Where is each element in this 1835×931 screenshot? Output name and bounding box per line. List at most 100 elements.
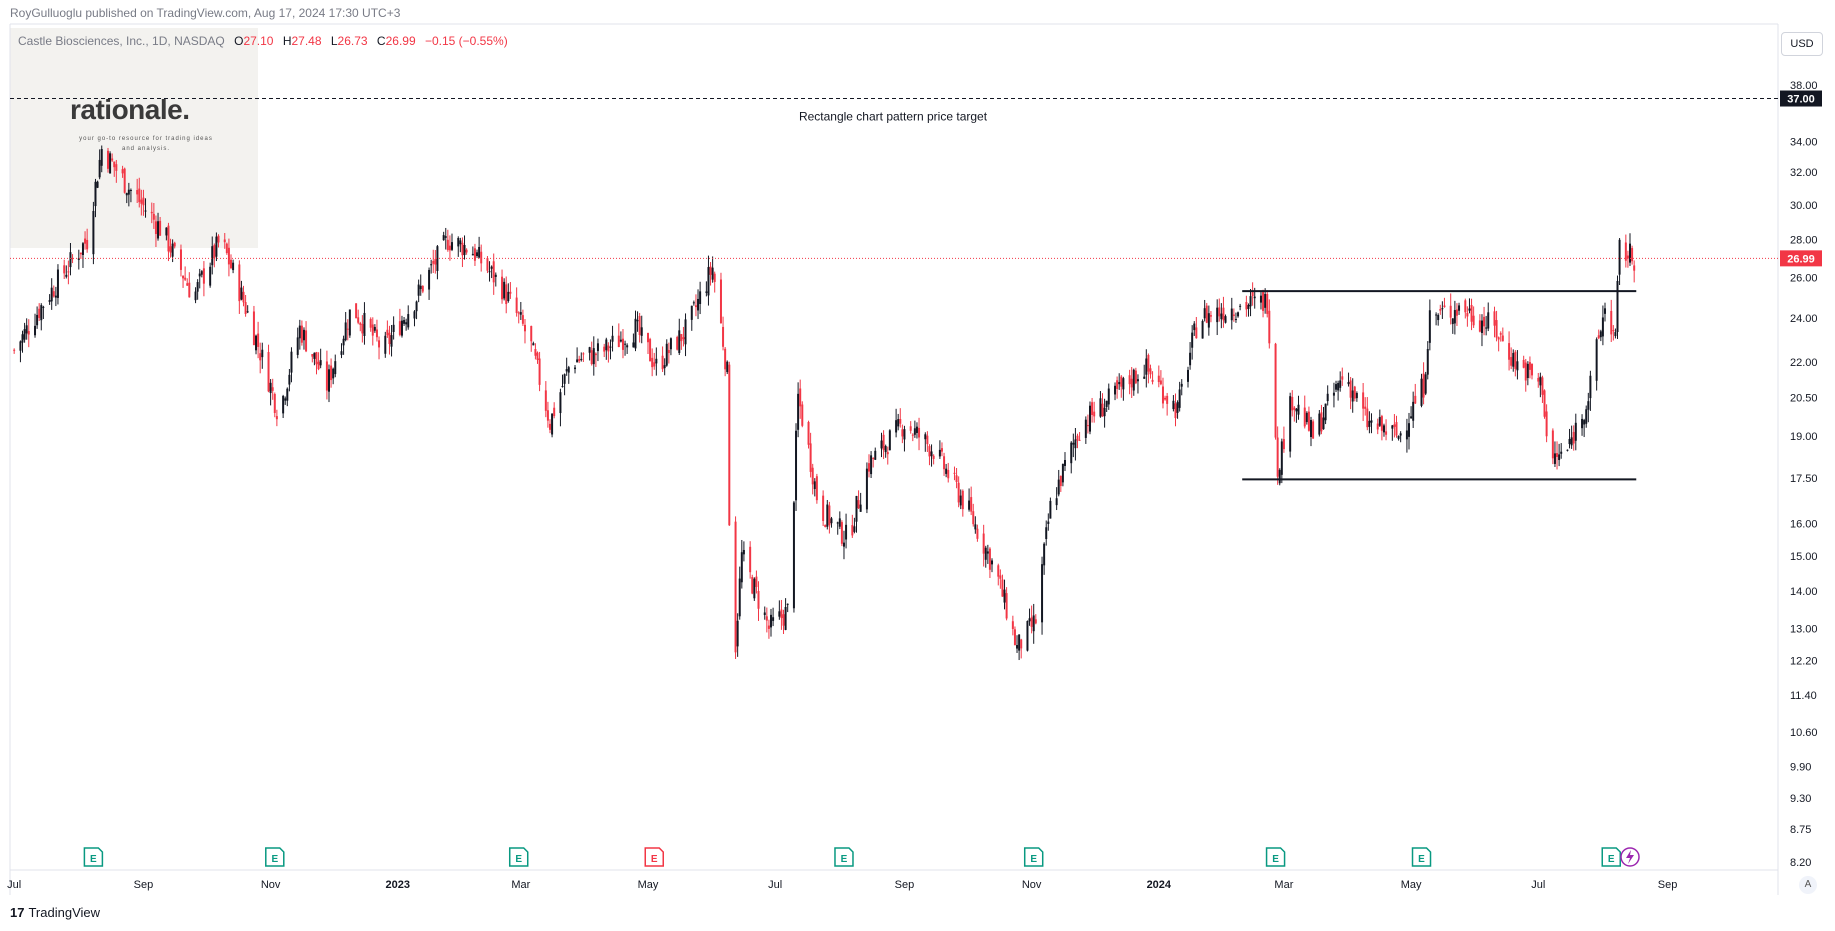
- earnings-marker[interactable]: E: [1023, 847, 1044, 867]
- candle-body: [546, 410, 549, 421]
- candle-body: [713, 273, 716, 282]
- candle-body: [480, 251, 483, 264]
- candle-body: [334, 361, 337, 375]
- candle-body: [1408, 423, 1411, 437]
- time-tick-label: Mar: [511, 879, 530, 891]
- candle-body: [398, 321, 401, 335]
- candle-body: [259, 353, 262, 361]
- candle-body: [1522, 359, 1525, 368]
- candle-body: [1322, 417, 1325, 430]
- candle-body: [1382, 425, 1385, 433]
- earnings-marker[interactable]: E: [1265, 847, 1286, 867]
- candle-body: [824, 524, 827, 527]
- candle-body: [1468, 308, 1471, 311]
- time-tick-label: 2023: [386, 879, 410, 891]
- candle-body: [778, 611, 781, 617]
- candle-body: [1603, 308, 1606, 314]
- legend-symbol[interactable]: Castle Biosciences, Inc., 1D, NASDAQ: [18, 34, 225, 48]
- price-tick-label: 8.20: [1790, 857, 1811, 869]
- candle-body: [1585, 409, 1588, 424]
- candle-body: [123, 168, 126, 193]
- candle-body: [1070, 442, 1073, 464]
- candle-body: [1032, 615, 1035, 632]
- candle-body: [991, 560, 994, 565]
- candle-body: [19, 341, 22, 351]
- candle-body: [1458, 305, 1461, 311]
- candle-body: [1207, 313, 1210, 328]
- price-tick-label: 19.00: [1790, 431, 1818, 443]
- candle-body: [1247, 305, 1250, 309]
- candle-body: [1422, 373, 1425, 398]
- candle-body: [1574, 422, 1577, 441]
- candle-body: [1437, 314, 1440, 321]
- earnings-marker[interactable]: E: [1411, 847, 1432, 867]
- candle-body: [1001, 579, 1004, 597]
- candle-body: [348, 309, 351, 336]
- price-tick-label: 11.40: [1790, 690, 1817, 702]
- earnings-marker[interactable]: E: [508, 847, 529, 867]
- candle-body: [1099, 398, 1102, 417]
- candle-body: [273, 394, 276, 413]
- candle-body: [407, 314, 410, 328]
- earnings-marker[interactable]: E: [83, 847, 104, 867]
- candle-body: [959, 495, 962, 506]
- candle-body: [436, 246, 439, 271]
- candle-body: [140, 199, 143, 204]
- auto-scale-button[interactable]: A: [1799, 876, 1817, 894]
- candle-body: [855, 495, 858, 522]
- candle-body: [961, 490, 964, 510]
- candle-body: [507, 291, 510, 302]
- candle-body: [1132, 369, 1135, 391]
- candle-body: [121, 169, 124, 174]
- candle-body: [1626, 255, 1629, 259]
- candle-body: [734, 521, 737, 653]
- candle-body: [1245, 302, 1248, 310]
- watermark-brand: rationale.: [70, 94, 190, 125]
- candle-body: [567, 367, 570, 373]
- earnings-marker[interactable]: E: [834, 847, 854, 867]
- candle-body: [544, 390, 547, 411]
- candle-body: [722, 326, 725, 347]
- candle-body: [488, 271, 491, 273]
- candle-body: [1435, 314, 1438, 316]
- earnings-marker[interactable]: E: [1601, 847, 1621, 867]
- candle-body: [1543, 390, 1546, 417]
- candle-body: [300, 325, 303, 343]
- candle-body: [880, 440, 883, 449]
- candle-body: [430, 264, 433, 266]
- earnings-marker[interactable]: E: [644, 847, 664, 867]
- candle-body: [1136, 379, 1139, 382]
- earnings-marker[interactable]: E: [265, 847, 285, 867]
- candle-body: [1412, 401, 1415, 421]
- candle-body: [290, 351, 293, 373]
- candle-body: [419, 285, 422, 290]
- candle-body: [1405, 430, 1408, 440]
- candle-body: [1610, 310, 1613, 335]
- candle-body: [246, 311, 249, 313]
- candle-body: [751, 577, 754, 594]
- candle-body: [1178, 389, 1181, 408]
- candle-body: [63, 265, 66, 274]
- candle-body: [984, 547, 987, 560]
- candle-body: [551, 413, 554, 435]
- candle-body: [619, 339, 622, 342]
- candle-body: [1166, 395, 1169, 404]
- candle-body: [882, 434, 885, 451]
- candle-body: [886, 452, 889, 455]
- time-tick-label: May: [1401, 879, 1422, 891]
- candle-body: [638, 315, 641, 335]
- candle-body: [924, 434, 927, 440]
- candle-body: [676, 337, 679, 350]
- candle-body: [1205, 305, 1208, 323]
- candle-body: [136, 190, 139, 195]
- currency-button[interactable]: USD: [1781, 32, 1823, 56]
- candle-body: [1616, 280, 1619, 333]
- candle-body: [801, 404, 804, 426]
- target-price-badge: [1780, 90, 1822, 107]
- candle-body: [21, 334, 24, 343]
- earnings-letter: E: [651, 854, 658, 865]
- candle-body: [478, 246, 481, 258]
- earnings-letter: E: [1608, 854, 1615, 865]
- candle-body: [71, 258, 74, 260]
